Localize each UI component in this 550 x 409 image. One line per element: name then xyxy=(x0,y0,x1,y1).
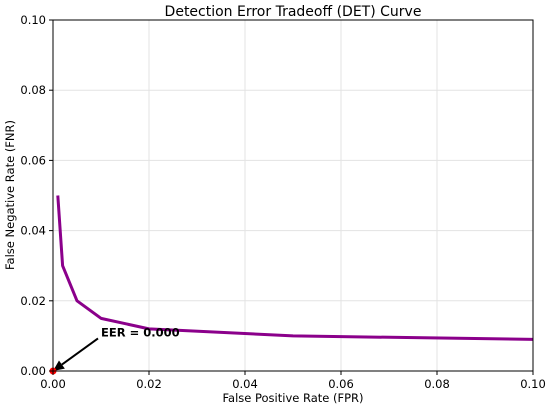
chart-title: Detection Error Tradeoff (DET) Curve xyxy=(165,4,422,20)
y-tick-label-2: 0.04 xyxy=(20,224,46,238)
annotation-text: EER = 0.000 xyxy=(101,325,180,339)
x-tick-label-1: 0.02 xyxy=(136,377,162,391)
x-tick-label-3: 0.06 xyxy=(328,377,354,391)
x-tick-label-0: 0.00 xyxy=(40,377,66,391)
eer-annotation: EER = 0.000 xyxy=(49,325,180,375)
x-axis-label: False Positive Rate (FPR) xyxy=(222,391,363,405)
axis-ticks: 0.00 0.02 0.04 0.06 0.08 0.10 0.00 0.02 0.04 0.06… xyxy=(20,13,545,391)
y-tick-label-3: 0.06 xyxy=(20,153,46,167)
annotation-arrow-head xyxy=(53,360,65,371)
y-tick-label-4: 0.08 xyxy=(20,83,46,97)
series-line-0 xyxy=(56,195,534,341)
annotation-arrow-shaft xyxy=(61,337,99,366)
x-tick-label-4: 0.08 xyxy=(424,377,450,391)
x-tick-label-2: 0.04 xyxy=(232,377,258,391)
series-layer xyxy=(56,195,534,341)
x-tick-label-5: 0.10 xyxy=(520,377,546,391)
grid xyxy=(52,19,534,372)
plot-frame xyxy=(52,19,534,372)
y-tick-label-5: 0.10 xyxy=(20,13,46,27)
y-tick-label-0: 0.00 xyxy=(20,364,46,378)
y-axis-label: False Negative Rate (FNR) xyxy=(3,120,17,270)
y-tick-label-1: 0.02 xyxy=(20,294,46,308)
